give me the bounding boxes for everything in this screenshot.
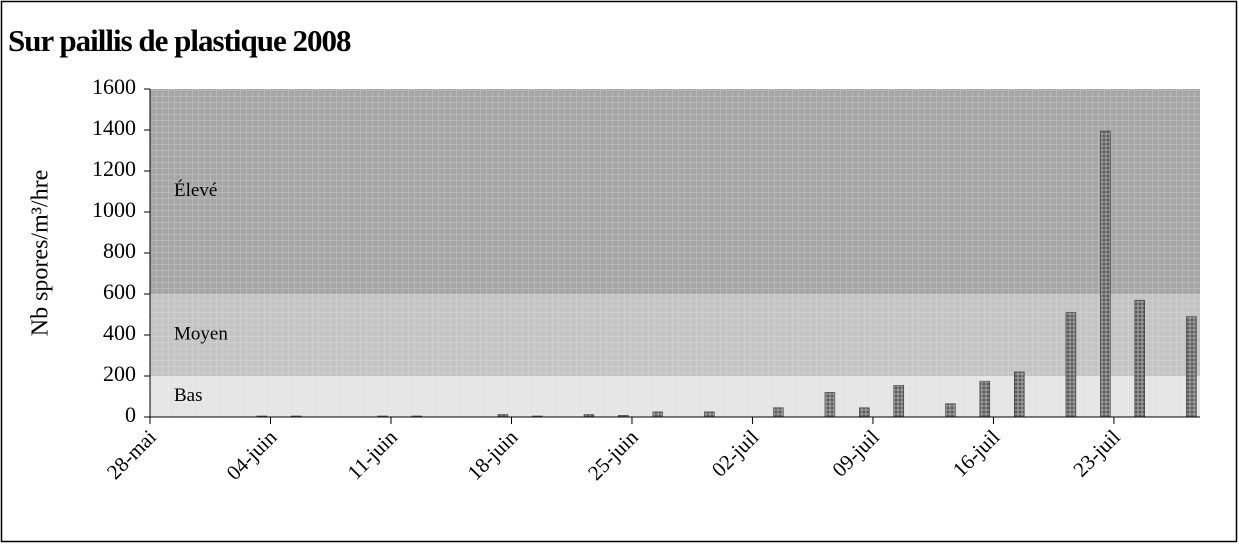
bar	[704, 411, 715, 418]
y-axis-label: Nb spores/m³/hre	[28, 170, 54, 337]
bar	[859, 407, 870, 418]
y-tick-label: 200	[103, 361, 136, 386]
grid-texture	[150, 89, 1200, 417]
y-tick-label: 800	[103, 238, 136, 263]
y-tick-label: 400	[103, 320, 136, 345]
zone-label: Élevé	[174, 179, 217, 201]
bar	[945, 403, 956, 418]
y-tick-label: 600	[103, 279, 136, 304]
y-tick-label: 1000	[92, 197, 136, 222]
y-tick-label: 0	[125, 402, 136, 427]
bar	[1186, 316, 1197, 418]
y-tick-label: 1200	[92, 156, 136, 181]
bar	[652, 411, 664, 418]
bar	[1065, 312, 1077, 418]
bar	[893, 384, 905, 418]
y-tick-label: 1400	[92, 115, 136, 140]
bar	[824, 392, 836, 418]
bar	[1014, 371, 1025, 418]
bar	[773, 407, 784, 418]
y-tick-label: 1600	[92, 74, 136, 99]
zone-label: Bas	[174, 385, 203, 406]
bar	[1100, 130, 1111, 418]
bar	[1134, 299, 1146, 418]
zone-label: Moyen	[174, 323, 228, 344]
chart-title: Sur paillis de plastique 2008	[8, 23, 351, 58]
bar	[979, 380, 991, 418]
